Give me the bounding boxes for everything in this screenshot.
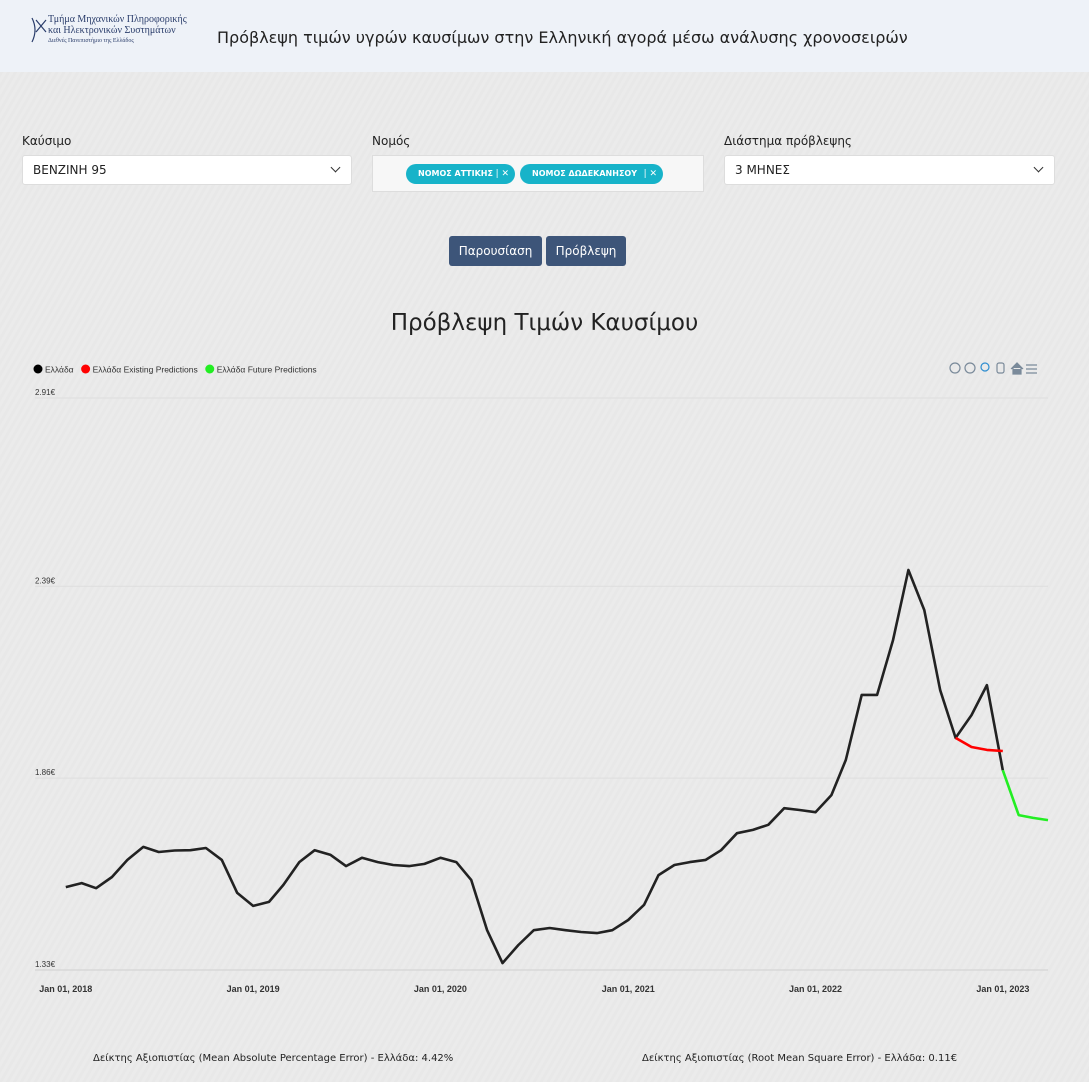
toolbar [949,362,1037,375]
show-button[interactable]: Παρουσίαση [449,236,542,266]
y-tick-label: 1.86€ [35,768,56,777]
select-value: ΒΕΝΖΙΝΗ 95 [33,163,107,177]
series-line [1001,769,1049,822]
chart: 2.91€ 2.39€ 1.86€ 1.33€ Jan 01, 2018 Jan 01, … [33,362,1049,994]
predict-button[interactable]: Πρόβλεψη [546,236,626,266]
logo-line: Τμήμα Μηχανικών Πληροφορικής [48,14,187,25]
series-line [954,736,1003,753]
pan-icon[interactable] [996,362,1005,374]
home-icon[interactable] [1010,362,1024,375]
legend-marker [205,364,215,374]
y-tick-label: 2.39€ [35,576,56,585]
x-tick-label: Jan 01, 2020 [414,984,467,994]
mape-metric: Δείκτης Αξιοπιστίας (Mean Absolute Perce… [93,1053,454,1064]
legend-label: Ελλάδα Existing Predictions [93,365,198,375]
logo-line: Διεθνές Πανεπιστήμιο της Ελλάδος [48,38,134,44]
x-tick-label: Jan 01, 2018 [39,984,92,994]
y-tick-label: 1.33€ [35,960,56,969]
series-line [65,568,1005,965]
logo-icon [31,17,47,43]
prefecture-select[interactable]: ΝΟΜΟΣ ΑΤΤΙΚΗΣ | ✕ ΝΟΜΟΣ ΔΩΔΕΚΑΝΗΣΟΥ | ✕ [372,155,704,192]
x-tick-label: Jan 01, 2021 [602,984,655,994]
zoom-out-icon[interactable] [964,362,976,374]
zoom-icon[interactable] [980,362,990,372]
y-tick-label: 2.91€ [35,388,56,397]
tag-text: ΝΟΜΟΣ ΔΩΔΕΚΑΝΗΣΟΥ [532,169,637,178]
fuel-select[interactable]: ΒΕΝΖΙΝΗ 95 [22,155,352,185]
horizon-select[interactable]: 3 ΜΗΝΕΣ [724,155,1055,185]
field-label: Διάστημα πρόβλεψης [724,134,852,148]
page-title: Πρόβλεψη τιμών υγρών καυσίμων στην Ελλην… [217,28,908,47]
x-tick-label: Jan 01, 2022 [789,984,842,994]
logo-line: και Ηλεκτρονικών Συστημάτων [48,25,176,36]
x-tick-label: Jan 01, 2023 [976,984,1029,994]
tag-text: ΝΟΜΟΣ ΑΤΤΙΚΗΣ [418,169,493,178]
legend-label: Ελλάδα [45,365,74,375]
legend-marker [81,364,91,374]
rmse-metric: Δείκτης Αξιοπιστίας (Root Mean Square Er… [642,1053,958,1064]
field-label: Νομός [372,134,411,148]
zoom-in-icon[interactable] [949,362,961,374]
tag[interactable]: ΝΟΜΟΣ ΑΤΤΙΚΗΣ | ✕ [406,164,515,184]
x-tick-label: Jan 01, 2019 [227,984,280,994]
field-label: Καύσιμο [22,134,72,148]
menu-icon[interactable] [1026,364,1037,374]
select-value: 3 ΜΗΝΕΣ [735,163,790,177]
header [0,0,1089,72]
legend-marker [33,364,43,374]
chart-title: Πρόβλεψη Τιμών Καυσίμου [390,310,699,336]
tag[interactable]: ΝΟΜΟΣ ΔΩΔΕΚΑΝΗΣΟΥ | ✕ [520,164,663,184]
logo: Τμήμα Μηχανικών Πληροφορικής και Ηλεκτρο… [48,14,187,47]
legend-label: Ελλάδα Future Predictions [217,365,317,375]
